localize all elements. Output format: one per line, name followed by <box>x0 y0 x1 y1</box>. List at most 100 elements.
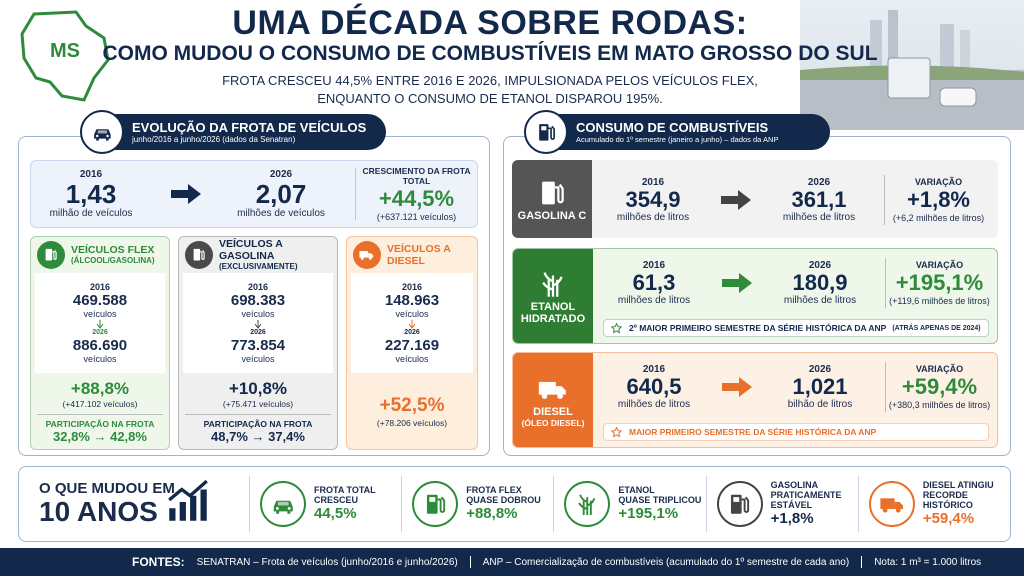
variation-value: +59,4% <box>901 374 978 399</box>
fleet-summary: 2016 1,43 milhão de veículos 2026 2,07 milhõe… <box>30 160 478 228</box>
section-source: Acumulado do 1º semestre (janeiro a junh… <box>576 135 779 144</box>
summary-value: 44,5% <box>314 504 357 522</box>
icon-shape <box>254 319 262 329</box>
fuel-values: 2016 640,5 milhões de litros 2026 1,021 bilhã… <box>599 361 993 413</box>
year: 2016 <box>642 259 666 271</box>
fuel-name: GASOLINA C <box>517 210 587 222</box>
footer: FONTES: SENATRAN – Frota de veículos (ju… <box>0 548 1024 576</box>
summary-label: RECORDE <box>922 489 968 500</box>
fleet-card: VEÍCULOS A GASOLINA (EXCLUSIVAMENTE) 2016 6… <box>178 236 338 450</box>
divider <box>37 413 163 415</box>
icon-shape <box>557 393 563 399</box>
change-note: (+75.471 veículos) <box>222 399 294 410</box>
growth-label: CRESCIMENTO DA FROTA TOTAL <box>362 166 471 186</box>
variation-value: +1,8% <box>907 187 970 212</box>
icon <box>426 494 446 514</box>
summary-item: ETANOL QUASE TRIPLICOU +195,1% <box>553 476 705 532</box>
icon-shape <box>540 125 546 130</box>
unit: veículos <box>83 353 117 364</box>
icon-shape <box>940 24 954 70</box>
icon <box>45 249 57 261</box>
header-text: EVOLUÇÃO DA FROTA DE VEÍCULOS junho/2016 … <box>132 120 366 144</box>
arrow <box>171 184 201 204</box>
card-footer: +52,5% (+78.206 veículos) <box>347 373 477 428</box>
icon-circle <box>37 241 65 269</box>
summary-value: +195,1% <box>618 504 679 522</box>
summary-label: ESTÁVEL <box>770 499 813 510</box>
summary-text: FROTA FLEX QUASE DOBROU +88,8% <box>466 485 541 522</box>
icon-circle <box>868 481 915 527</box>
icon-shape <box>888 10 898 70</box>
icon-shape <box>542 272 563 297</box>
icon-circle <box>524 110 568 154</box>
icon-shape <box>939 87 977 107</box>
summary-label: PRATICAMENTE <box>770 489 842 500</box>
badge: MS <box>50 40 80 62</box>
unit: bilhão de litros <box>787 399 853 411</box>
skyline <box>800 10 1024 130</box>
fuel-header: CONSUMO DE COMBUSTÍVEIS Acumulado do 1º s… <box>524 110 830 154</box>
card-title-block: VEÍCULOS A DIESEL <box>387 243 471 267</box>
growth-value: +44,5% <box>378 186 455 211</box>
icon-shape <box>361 257 365 261</box>
divider <box>185 413 331 415</box>
summary-heading: O QUE MUDOU EM <box>39 480 175 498</box>
divider <box>355 168 356 220</box>
share: 48,7% → 37,4% <box>211 428 305 444</box>
summary-big: 10 ANOS <box>39 496 158 528</box>
fleet-card: VEÍCULOS A DIESEL 2016 148.963 veículos 2026… <box>346 236 478 450</box>
card-body: 2016 469.588 veículos 2026 886.690 veículos <box>35 273 165 373</box>
value-column: 2026 2,07 milhões de veículos <box>221 169 341 220</box>
icon-circle <box>716 481 763 527</box>
icon <box>193 249 205 261</box>
footer-source: SENATRAN – Frota de veículos (junho/2016… <box>196 556 458 568</box>
icon-shape <box>870 20 882 70</box>
lead-line: ENQUANTO O CONSUMO DE ETANOL DISPAROU 19… <box>317 91 663 106</box>
arrow <box>721 190 751 210</box>
icon-shape <box>95 134 99 137</box>
summary-value: +59,4% <box>922 509 975 527</box>
icon-shape <box>887 57 931 99</box>
year: 2016 <box>89 281 111 292</box>
summary-label: QUASE TRIPLICOU <box>618 494 702 505</box>
icon-shape <box>359 251 369 258</box>
summary-item: FROTA FLEX QUASE DOBROU +88,8% <box>401 476 553 532</box>
card-header: VEÍCULOS A DIESEL <box>347 237 477 273</box>
icon-shape <box>882 507 888 513</box>
separator <box>469 556 471 568</box>
fleet-card: VEÍCULOS FLEX (ÁLCOOL/GASOLINA) 2016 469.58… <box>30 236 170 450</box>
icon-circle <box>564 481 611 527</box>
year: 2016 <box>642 363 666 375</box>
icon-shape <box>171 184 201 204</box>
icon-shape <box>578 494 596 515</box>
value: 640,5 <box>626 373 682 399</box>
note-extra: (ATRÁS APENAS DE 2024) <box>892 324 981 332</box>
unit: milhões de litros <box>617 399 691 411</box>
down-arrow <box>408 319 416 329</box>
icon-shape <box>429 496 436 502</box>
icon-shape <box>554 183 564 204</box>
section-title: CONSUMO DE COMBUSTÍVEIS <box>576 120 769 135</box>
fuel-values: 2016 61,3 milhões de litros 2026 180,9 milhõe… <box>599 257 993 309</box>
value-column: 2026 1,021 bilhão de litros <box>765 364 875 410</box>
icon-shape <box>369 257 373 261</box>
value: 698.383 <box>230 292 286 310</box>
change: +10,8% <box>228 379 288 398</box>
icon-shape <box>895 507 901 513</box>
summary-text: GASOLINA PRATICAMENTE ESTÁVEL +1,8% <box>770 480 842 527</box>
value-column: 2016 1,43 milhão de veículos <box>31 169 151 220</box>
state-map <box>20 10 110 102</box>
fuel-row: ETANOL HIDRATADO 2016 61,3 milhões de litros… <box>512 248 998 344</box>
summary-label: HISTÓRICO <box>922 499 973 510</box>
icon <box>610 321 623 334</box>
unit: milhões de litros <box>782 212 856 224</box>
icon-shape <box>894 501 903 509</box>
change: +88,8% <box>70 379 130 398</box>
value-column: 2026 180,9 milhões de litros <box>765 260 875 306</box>
year: 2016 <box>641 176 665 188</box>
summary-title: O QUE MUDOU EM 10 ANOS <box>19 480 249 528</box>
icon-shape <box>548 125 555 140</box>
icon-shape <box>437 496 446 513</box>
value: 227.169 <box>384 336 440 354</box>
year: 2026 <box>269 168 293 180</box>
